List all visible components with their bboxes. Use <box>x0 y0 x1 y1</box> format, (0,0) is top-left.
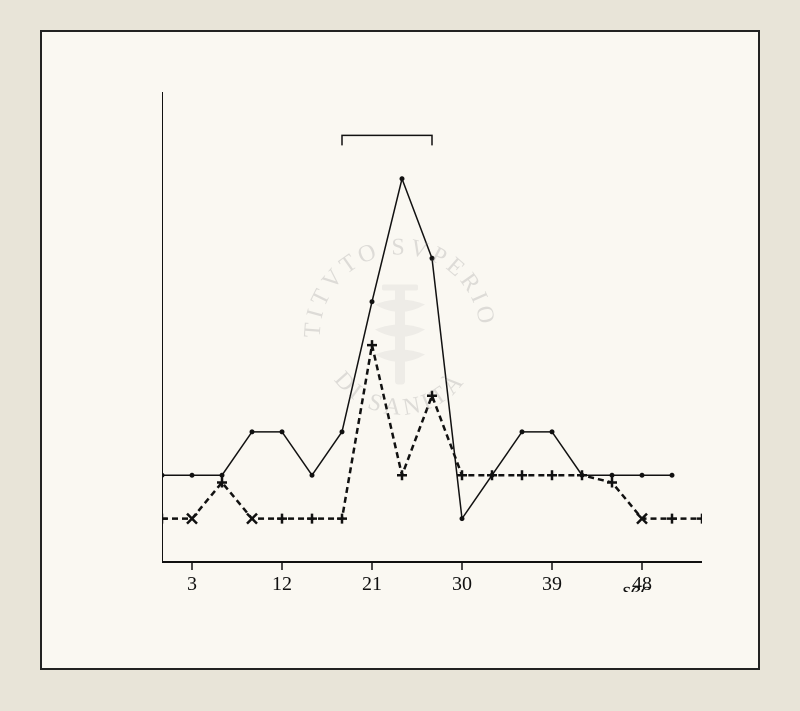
svg-text:3: 3 <box>187 573 197 592</box>
svg-text:12: 12 <box>272 573 292 592</box>
axes <box>162 92 702 562</box>
x-axis-label: sec. <box>622 577 656 592</box>
x-axis-ticks: 31221303948 <box>187 562 652 592</box>
series-b <box>162 340 702 524</box>
chart-svg: 0102030405060 31221303948 freq. sec. <box>162 92 702 592</box>
svg-text:21: 21 <box>362 573 382 592</box>
svg-text:39: 39 <box>542 573 562 592</box>
svg-text:30: 30 <box>452 573 472 592</box>
bracket-annotation <box>342 135 432 145</box>
series-a <box>162 176 675 521</box>
chart-frame: 0102030405060 31221303948 freq. sec. IST… <box>40 30 760 670</box>
